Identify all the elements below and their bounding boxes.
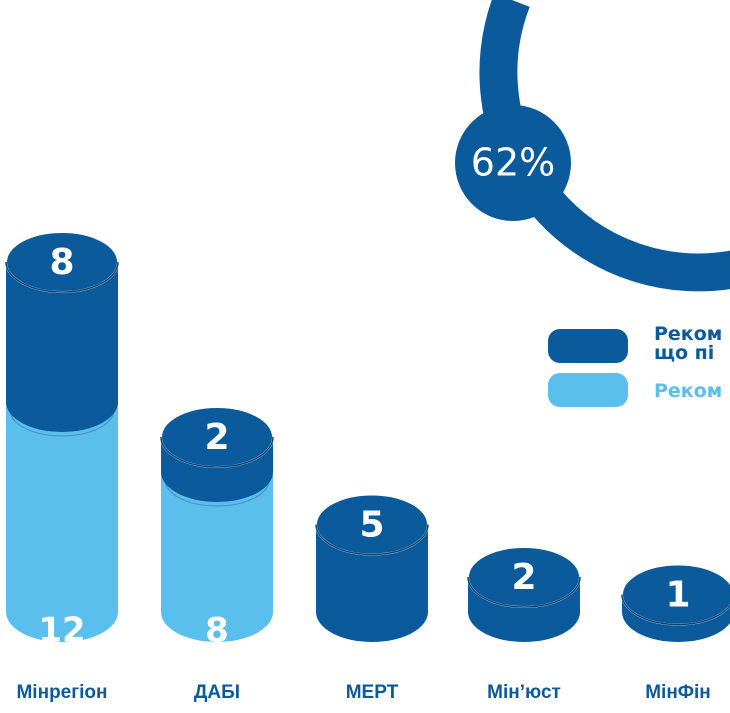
category-label: МінФін (645, 682, 711, 703)
legend-label-0: що пі (654, 342, 714, 364)
bar-0: 8 12 (5, 231, 119, 651)
bar-top-label: 2 (511, 557, 536, 598)
legend-swatch-0 (548, 329, 628, 363)
bar-lower-ring (9, 409, 115, 437)
category-label: МЕРТ (346, 682, 399, 703)
bar-4: 1 (621, 563, 730, 642)
bar-cap-edge (160, 436, 274, 468)
percentage-ring: 62% (455, 0, 730, 292)
percentage-label: 62% (471, 141, 555, 185)
bar-3: 2 (467, 546, 581, 642)
bar-2: 5 (315, 493, 429, 642)
legend-label-1: Реком (654, 380, 722, 402)
bar-lower-segment (6, 402, 118, 642)
bar-lower-ring (164, 479, 270, 507)
bar-top-label: 1 (665, 575, 690, 616)
category-label: Мінрегіон (16, 682, 107, 703)
bar-bottom-label: 12 (38, 611, 85, 651)
bar-cap-edge (621, 594, 730, 626)
legend-swatch-1 (548, 373, 628, 407)
bar-upper-segment (6, 262, 118, 432)
category-labels: Мінрегіон ДАБІ МЕРТ Мін’юст МінФін (16, 682, 710, 703)
bar-bottom-label: 8 (205, 611, 229, 651)
bar-upper-segment (316, 524, 428, 642)
category-label: ДАБІ (194, 682, 240, 703)
percentage-circle (455, 105, 571, 221)
category-label: Мін’юст (487, 682, 561, 703)
bar-lower-segment (161, 472, 273, 642)
legend-label-0: Реком (654, 323, 722, 345)
bar-cap-edge (5, 261, 119, 293)
bar-cap-edge (315, 524, 429, 556)
bar-cap-edge (467, 576, 581, 608)
bar-top-label: 5 (359, 505, 384, 546)
bar-top-label: 2 (204, 417, 229, 458)
bar-top-label: 8 (49, 242, 74, 283)
bar-1: 28 (160, 406, 274, 651)
